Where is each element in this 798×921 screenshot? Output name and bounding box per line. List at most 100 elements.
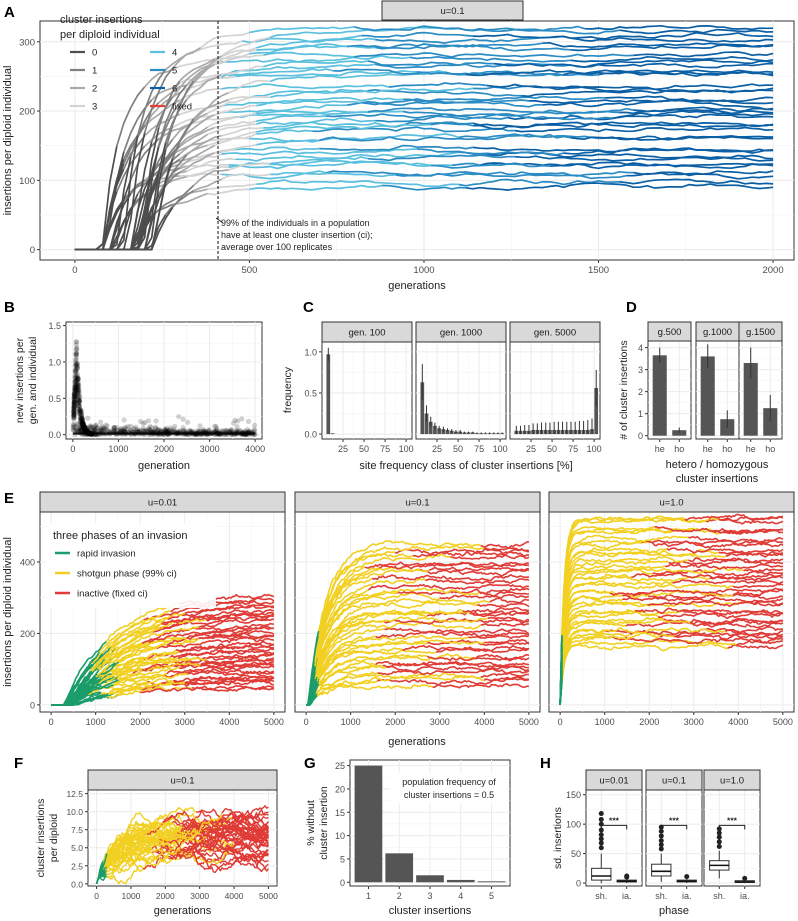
scatter-point xyxy=(73,379,79,385)
scatter-point xyxy=(92,426,98,432)
scatter-point xyxy=(75,396,81,402)
panel-h-0-ytick-label: 50 xyxy=(571,849,581,859)
scatter-point xyxy=(186,427,193,434)
scatter-point xyxy=(145,427,151,434)
series-line-a xyxy=(486,83,774,91)
scatter-point xyxy=(80,421,86,428)
bar xyxy=(700,356,715,436)
scatter-point xyxy=(79,427,86,433)
y-axis-title: cluster insertion xyxy=(318,786,330,860)
scatter-point xyxy=(153,418,159,424)
scatter-point xyxy=(167,425,174,431)
scatter-point xyxy=(201,428,208,434)
scatter-point xyxy=(78,412,85,418)
scatter-point xyxy=(71,408,77,415)
scatter-point xyxy=(82,425,88,432)
series-line-e xyxy=(561,547,668,647)
series-line-e xyxy=(98,656,171,685)
scatter-point xyxy=(75,376,81,382)
panel-f-xtick-label: 2000 xyxy=(156,891,175,901)
scatter-point xyxy=(80,419,86,426)
series-line-e xyxy=(314,628,385,682)
scatter-point xyxy=(73,377,80,383)
scatter-point xyxy=(163,427,169,433)
panel-d-2-strip-label: g.1500 xyxy=(746,327,775,338)
scatter-point xyxy=(73,352,79,358)
panel-e-0-xtick-label: 5000 xyxy=(264,717,284,727)
scatter-point xyxy=(79,420,86,426)
scatter-point xyxy=(223,428,229,434)
panel-d-2-xtick-label: ho xyxy=(765,444,775,454)
scatter-point xyxy=(78,425,84,431)
series-line-e xyxy=(561,627,726,678)
panel-b-xtick-label: 0 xyxy=(70,444,75,454)
scatter-point xyxy=(71,413,77,420)
scatter-point xyxy=(71,422,77,428)
scatter-point xyxy=(71,404,77,410)
series-line-e xyxy=(316,635,376,682)
panel-d-0-ytick-label: 2 xyxy=(638,387,643,397)
x-axis-title: generations xyxy=(388,280,446,292)
series-line-a xyxy=(228,79,271,94)
y-axis-title: sd. insertions xyxy=(552,807,564,869)
scatter-point xyxy=(94,424,100,430)
scatter-point xyxy=(71,407,77,413)
panel-c-1-xtick-label: 25 xyxy=(432,444,442,454)
panel-a-xtick-label: 1000 xyxy=(413,265,434,276)
scatter-point xyxy=(72,399,78,405)
scatter-point xyxy=(71,401,77,407)
scatter-point xyxy=(237,427,243,433)
panel-c-2-xtick-label: 100 xyxy=(587,444,602,454)
scatter-point xyxy=(154,428,161,434)
scatter-point xyxy=(71,400,77,406)
series-line-a xyxy=(458,178,620,187)
series-line-e xyxy=(688,535,784,546)
series-line-a xyxy=(375,115,508,123)
panel-d-0-strip-label: g.500 xyxy=(658,327,682,338)
series-line-e xyxy=(487,616,530,623)
series-line-a xyxy=(472,146,774,153)
scatter-point xyxy=(177,428,184,434)
scatter-point xyxy=(75,375,81,382)
scatter-point xyxy=(163,428,169,434)
panel-b-xtick-label: 1000 xyxy=(108,444,128,454)
series-line-a xyxy=(493,59,774,69)
scatter-point xyxy=(74,362,80,368)
scatter-point xyxy=(83,427,89,434)
panel-h-0-strip xyxy=(585,769,643,791)
series-line-e xyxy=(561,560,670,654)
scatter-point xyxy=(72,423,79,430)
box-outlier xyxy=(684,874,690,880)
scatter-point xyxy=(73,369,79,376)
scatter-point xyxy=(78,425,84,431)
series-line-a xyxy=(319,133,571,142)
panel-e-1-xtick-label: 4000 xyxy=(474,717,494,727)
scatter-point xyxy=(167,427,173,433)
scatter-point xyxy=(87,423,94,429)
scatter-point xyxy=(75,377,81,383)
series-line-f xyxy=(150,843,269,872)
series-line-e xyxy=(198,618,275,628)
panel-d-2-strip xyxy=(738,321,783,342)
scatter-point xyxy=(80,423,86,429)
scatter-point xyxy=(71,405,77,412)
box-outlier xyxy=(716,839,722,845)
scatter-point xyxy=(81,423,87,429)
series-line-a xyxy=(472,121,774,128)
scatter-point xyxy=(78,416,85,422)
series-line-e xyxy=(316,671,378,694)
series-line-e xyxy=(161,608,275,626)
scatter-point xyxy=(92,426,98,433)
series-line-a xyxy=(123,135,146,170)
series-line-e xyxy=(727,644,784,650)
panel-c-2-strip xyxy=(509,321,601,343)
series-line-a xyxy=(263,60,369,68)
series-line-a xyxy=(221,148,418,156)
scatter-point xyxy=(83,425,89,431)
scatter-point xyxy=(121,425,128,431)
series-line-e xyxy=(561,550,727,651)
series-line-e xyxy=(375,630,530,639)
scatter-point xyxy=(124,426,130,432)
scatter-point xyxy=(76,394,82,401)
scatter-point xyxy=(195,427,201,433)
